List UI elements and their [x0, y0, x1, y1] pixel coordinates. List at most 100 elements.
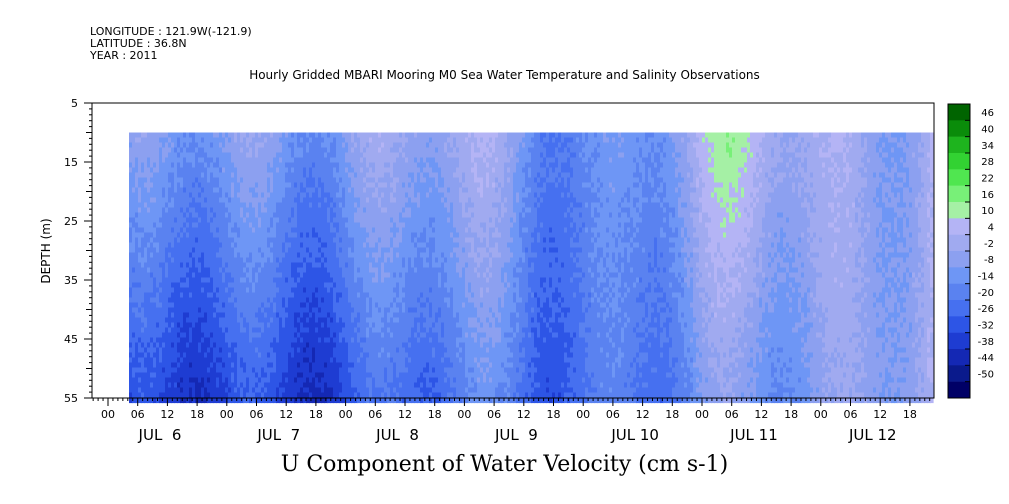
heatmap-cell: [174, 367, 178, 374]
heatmap-cell: [246, 317, 250, 324]
heatmap-cell: [291, 147, 295, 154]
heatmap-cell: [267, 362, 271, 369]
heatmap-cell: [195, 152, 199, 159]
heatmap-cell: [198, 182, 202, 189]
heatmap-cell: [297, 392, 301, 399]
heatmap-cell: [399, 157, 403, 164]
heatmap-cell: [192, 327, 196, 334]
heatmap-cell: [387, 232, 391, 239]
heatmap-cell: [222, 347, 226, 354]
heatmap-cell: [174, 202, 178, 209]
heatmap-cell: [249, 292, 253, 299]
heatmap-cell: [168, 377, 172, 384]
heatmap-cell: [150, 247, 154, 254]
heatmap-cell: [315, 257, 319, 264]
heatmap-cell: [297, 387, 301, 394]
heatmap-cell: [198, 397, 202, 404]
heatmap-cell: [129, 297, 133, 304]
heatmap-cell: [180, 312, 184, 319]
heatmap-cell: [402, 197, 406, 204]
heatmap-cell: [270, 212, 274, 219]
heatmap-cell: [363, 162, 367, 169]
heatmap-cell: [234, 277, 238, 284]
heatmap-cell: [369, 337, 373, 344]
heatmap-cell: [132, 257, 136, 264]
heatmap-cell: [159, 377, 163, 384]
heatmap-cell: [366, 312, 370, 319]
heatmap-cell: [402, 272, 406, 279]
heatmap-cell: [168, 202, 172, 209]
heatmap-cell: [345, 162, 349, 169]
heatmap-cell: [204, 202, 208, 209]
heatmap-cell: [393, 377, 397, 384]
heatmap-cell: [381, 212, 385, 219]
heatmap-cell: [270, 207, 274, 214]
heatmap-cell: [141, 267, 145, 274]
heatmap-cell: [315, 327, 319, 334]
heatmap-cell: [141, 357, 145, 364]
heatmap-cell: [396, 222, 400, 229]
heatmap-cell: [135, 357, 139, 364]
heatmap-cell: [294, 177, 298, 184]
heatmap-cell: [234, 267, 238, 274]
heatmap-cell: [162, 362, 166, 369]
heatmap-cell: [366, 162, 370, 169]
heatmap-cell: [387, 322, 391, 329]
heatmap-cell: [138, 202, 142, 209]
heatmap-cell: [315, 232, 319, 239]
heatmap-cell: [387, 292, 391, 299]
heatmap-cell: [261, 267, 265, 274]
heatmap-cell: [228, 317, 232, 324]
heatmap-cell: [288, 287, 292, 294]
heatmap-cell: [306, 337, 310, 344]
heatmap-cell: [270, 307, 274, 314]
heatmap-cell: [255, 332, 259, 339]
heatmap-cell: [273, 207, 277, 214]
heatmap-cell: [240, 132, 244, 139]
heatmap-cell: [186, 152, 190, 159]
heatmap-cell: [276, 262, 280, 269]
heatmap-cell: [195, 262, 199, 269]
heatmap-cell: [258, 147, 262, 154]
heatmap-cell: [255, 187, 259, 194]
heatmap-cell: [342, 317, 346, 324]
heatmap-cell: [306, 287, 310, 294]
heatmap-cell: [351, 132, 355, 139]
heatmap-cell: [135, 182, 139, 189]
heatmap-cell: [165, 317, 169, 324]
heatmap-cell: [210, 382, 214, 389]
heatmap-cell: [159, 187, 163, 194]
heatmap-cell: [276, 142, 280, 149]
heatmap-cell: [312, 277, 316, 284]
heatmap-cell: [216, 217, 220, 224]
heatmap-cell: [189, 237, 193, 244]
heatmap-cell: [375, 312, 379, 319]
heatmap-cell: [402, 392, 406, 399]
heatmap-cell: [402, 222, 406, 229]
heatmap-cell: [222, 147, 226, 154]
heatmap-cell: [369, 247, 373, 254]
heatmap-cell: [246, 152, 250, 159]
heatmap-cell: [162, 317, 166, 324]
heatmap-cell: [315, 352, 319, 359]
heatmap-cell: [402, 247, 406, 254]
heatmap-cell: [381, 177, 385, 184]
heatmap-cell: [246, 252, 250, 259]
heatmap-cell: [192, 192, 196, 199]
heatmap-cell: [285, 367, 289, 374]
heatmap-cell: [135, 142, 139, 149]
heatmap-cell: [372, 262, 376, 269]
heatmap-cell: [210, 167, 214, 174]
heatmap-cell: [153, 397, 157, 404]
heatmap-cell: [228, 372, 232, 379]
heatmap-cell: [402, 152, 406, 159]
heatmap-cell: [318, 212, 322, 219]
heatmap-cell: [195, 202, 199, 209]
heatmap-cell: [267, 277, 271, 284]
heatmap-cell: [294, 287, 298, 294]
heatmap-cell: [339, 297, 343, 304]
heatmap-cell: [396, 207, 400, 214]
heatmap-cell: [228, 307, 232, 314]
heatmap-cell: [189, 172, 193, 179]
heatmap-cell: [402, 277, 406, 284]
